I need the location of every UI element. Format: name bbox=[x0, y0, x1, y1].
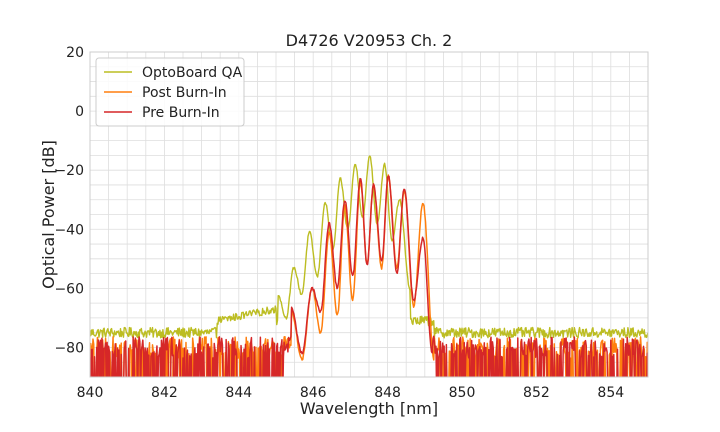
legend-label-post-burn-in: Post Burn-In bbox=[142, 85, 227, 101]
series-line-pre-burn-in bbox=[90, 175, 648, 377]
series-layer bbox=[90, 155, 648, 377]
x-tick-label: 842 bbox=[151, 385, 178, 401]
x-tick-label: 850 bbox=[449, 385, 476, 401]
y-tick-label: −80 bbox=[54, 340, 84, 356]
x-tick-label: 854 bbox=[597, 385, 624, 401]
x-axis-label: Wavelength [nm] bbox=[300, 399, 438, 418]
x-tick-label: 840 bbox=[77, 385, 104, 401]
plot-area bbox=[90, 155, 648, 377]
tick-labels: 840 842 844 846 848 850 852 854 20 0 −20 −40 −60 −80 bbox=[54, 45, 624, 401]
y-axis-label: Optical Power [dB] bbox=[39, 140, 58, 289]
y-tick-label: −40 bbox=[54, 222, 84, 238]
x-tick-label: 852 bbox=[523, 385, 550, 401]
legend-label-pre-burn-in: Pre Burn-In bbox=[142, 105, 220, 121]
legend-box bbox=[95, 57, 245, 127]
y-tick-label: 20 bbox=[66, 45, 84, 61]
legend-label-optoboard-qa: OptoBoard QA bbox=[142, 65, 243, 81]
y-tick-label: −60 bbox=[54, 281, 84, 297]
y-tick-label: −20 bbox=[54, 163, 84, 179]
plot-frame bbox=[89, 51, 649, 378]
series-line-optoboard-qa bbox=[90, 155, 648, 339]
x-tick-label: 844 bbox=[225, 385, 252, 401]
chart-title: D4726 V20953 Ch. 2 bbox=[286, 31, 453, 50]
x-tick-label: 846 bbox=[300, 385, 327, 401]
x-tick-label: 848 bbox=[374, 385, 401, 401]
legend: OptoBoard QA Post Burn-In Pre Burn-In bbox=[95, 57, 245, 127]
y-tick-label: 0 bbox=[75, 104, 84, 120]
